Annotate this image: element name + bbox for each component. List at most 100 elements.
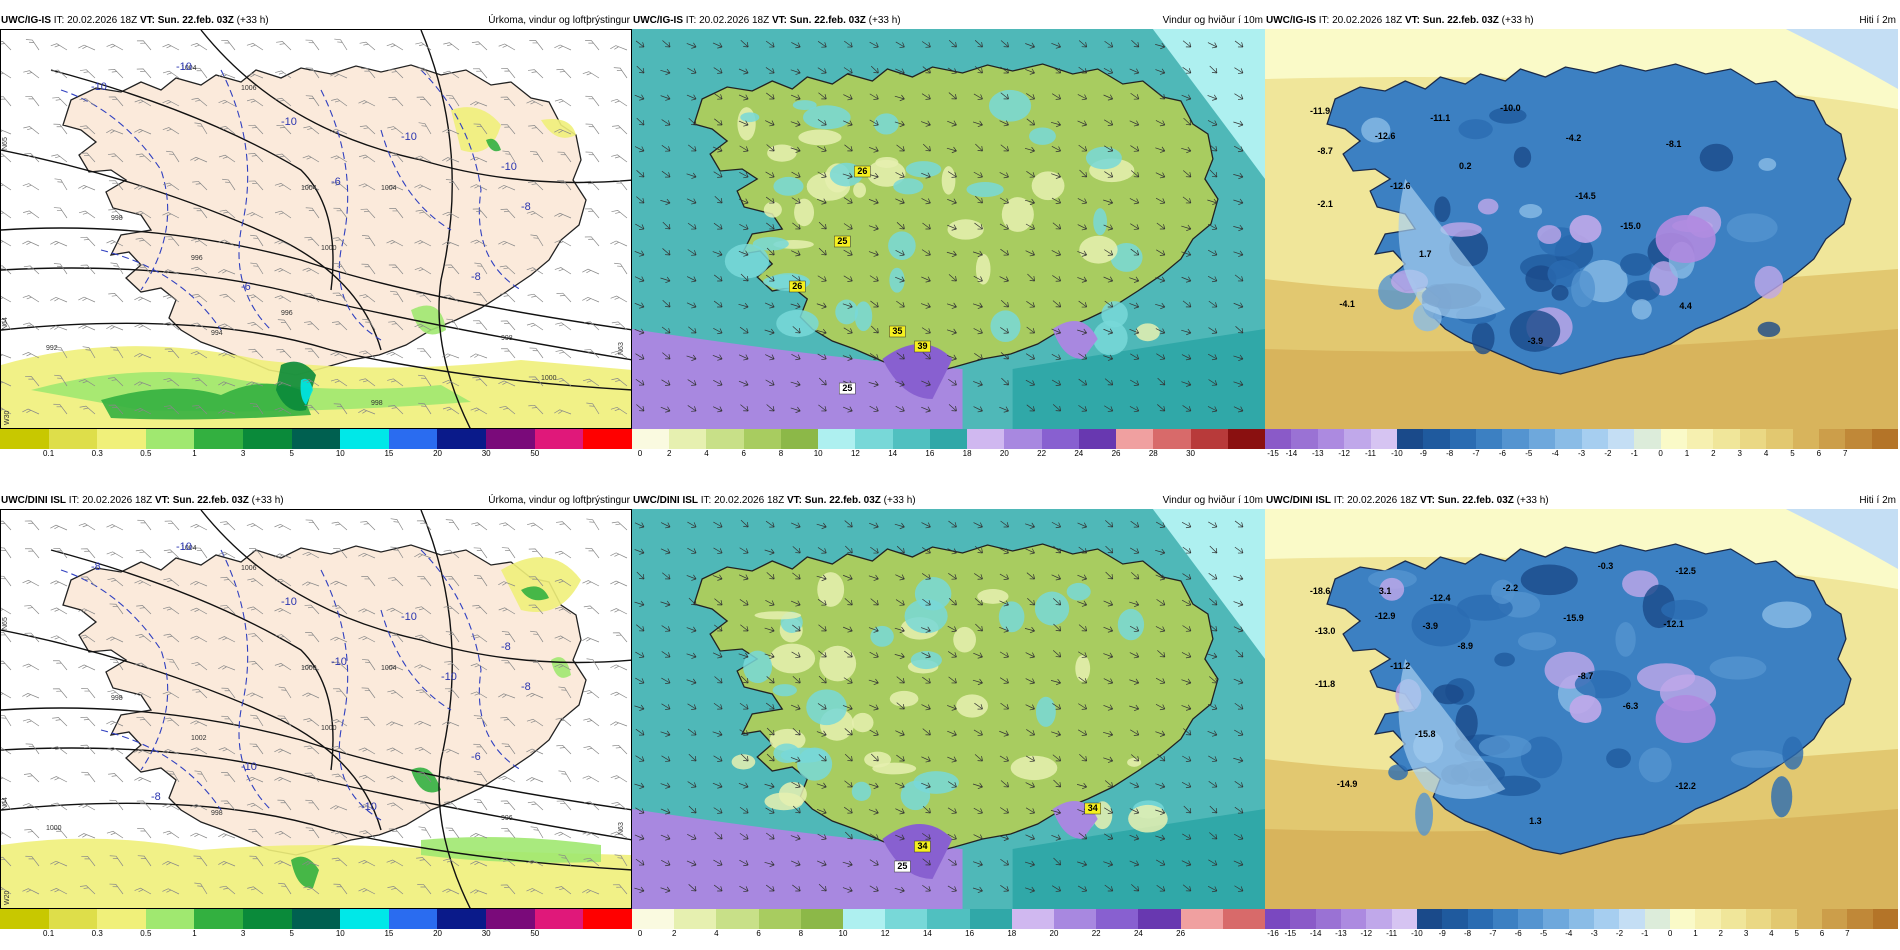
wind-barb	[500, 884, 516, 895]
wind-barb	[416, 293, 432, 303]
wind-barb	[25, 95, 40, 107]
colorbar-swatch	[1315, 909, 1341, 929]
wind-barb	[530, 234, 544, 247]
wind-barb	[192, 181, 208, 191]
wind-barb	[554, 267, 572, 275]
wind-barb	[274, 295, 292, 303]
panel-header: UWC/DINI ISL IT: 20.02.2026 18Z VT: Sun.…	[632, 492, 1265, 509]
wind-arrow	[1209, 805, 1218, 814]
wind-arrow	[869, 859, 879, 866]
panel-header: UWC/IG-IS IT: 20.02.2026 18Z VT: Sun. 22…	[1265, 12, 1898, 29]
wind-arrow	[1000, 885, 1009, 892]
wind-barb	[106, 129, 124, 135]
wind-barb	[162, 748, 180, 755]
wind-barb	[610, 98, 628, 107]
wind-arrow	[740, 624, 749, 632]
colorbar-ticks: -15 -14 -13 -12 -11 -10 -9 -8 -7 -6 -5 -4 -3 -2 -1 0 1 2 3…	[1265, 449, 1898, 460]
wind-arrow	[790, 600, 801, 607]
wind-barb	[584, 236, 600, 247]
wind-barb	[501, 828, 516, 839]
model-name: UWC/IG-IS	[1, 15, 51, 26]
wind-barb	[220, 605, 236, 615]
wind-arrow	[870, 300, 879, 308]
temp-cell	[1361, 117, 1391, 143]
wind-arrow	[1207, 703, 1218, 711]
wind-barb	[110, 659, 124, 671]
wind-barb	[527, 293, 544, 303]
wind-arrow	[1207, 885, 1218, 893]
wind-arrow	[635, 677, 645, 684]
wind-arrow	[972, 860, 983, 867]
colorbar-tick-label: -10	[1391, 449, 1403, 458]
colorbar-swatch	[194, 429, 244, 449]
colorbar-ticks: 0.1 0.3 0.5 1 3 5 10 15 20 30 50	[0, 449, 632, 460]
wind-arrow	[791, 781, 801, 789]
wind-arrow	[766, 727, 775, 736]
colorbar-swatch	[1555, 429, 1582, 449]
wind-arrow	[661, 326, 671, 334]
wind-arrow	[1130, 170, 1140, 178]
wind-barb	[218, 99, 236, 107]
wind-barb	[275, 634, 292, 643]
colorbar-tick-label: 26	[1111, 449, 1121, 458]
wind-barb	[1, 575, 12, 587]
wind-barb	[358, 888, 376, 895]
wind-barb	[247, 578, 264, 587]
wind-barb	[583, 857, 600, 867]
isobar-label: 998	[111, 215, 123, 222]
temp-cell	[1458, 119, 1493, 140]
wind-arrow	[1077, 94, 1088, 101]
wind-arrow	[740, 753, 749, 762]
temp-cell	[1709, 656, 1767, 680]
colorbar-swatch	[1607, 429, 1635, 449]
panel-temp-row2: UWC/DINI ISL IT: 20.02.2026 18Z VT: Sun.…	[1265, 492, 1898, 940]
temperature-label: -12.1	[1663, 619, 1684, 629]
isotherm-label: -10	[401, 611, 417, 623]
wind-barb	[444, 801, 460, 811]
wind-zone	[1012, 809, 1265, 909]
wind-arrow	[816, 328, 827, 336]
wind-arrow	[1078, 405, 1088, 412]
wind-arrow	[635, 40, 645, 48]
wind-arrow	[1155, 328, 1166, 335]
wind-arrow	[661, 145, 671, 152]
colorbar-tick-label: -10	[1411, 929, 1423, 938]
wind-barb	[247, 321, 264, 331]
wind-arrow	[713, 222, 723, 230]
wind-barb	[586, 402, 600, 415]
wind-barb	[106, 720, 124, 727]
map-area: 26 25 26 35 39 25	[632, 29, 1265, 429]
temperature-label: -12.6	[1375, 131, 1396, 141]
wind-arrow	[999, 197, 1009, 204]
wind-arrow	[1155, 68, 1166, 75]
wind-barb	[1, 353, 12, 359]
wind-arrow	[713, 884, 723, 892]
wind-barb	[1, 632, 12, 643]
wind-barb	[247, 606, 264, 615]
wind-arrow	[1207, 94, 1218, 101]
wind-barb	[1, 295, 12, 303]
isobar	[200, 510, 631, 664]
wind-barb	[501, 631, 516, 643]
colorbar-tick-label: -12	[1338, 449, 1350, 458]
init-time-label: IT:	[1333, 495, 1345, 506]
map-svg: -18.6-12.9-13.0-12.4-2.2-15.9-12.1-8.9-1…	[1265, 509, 1898, 909]
wind-barb	[445, 179, 460, 191]
wind-barb	[24, 520, 40, 531]
wind-arrow	[896, 545, 905, 554]
wind-barb	[248, 152, 264, 163]
wind-arrow	[1208, 859, 1218, 866]
isotherm-label: -10	[501, 161, 517, 173]
temperature-label: -15.8	[1415, 729, 1436, 739]
wind-barb	[219, 885, 236, 895]
colorbar-swatch	[743, 429, 781, 449]
wind-arrow	[1233, 600, 1244, 607]
colorbar-swatch	[1190, 429, 1228, 449]
temp-cell	[1432, 684, 1464, 705]
temperature-label: 3.1	[1379, 586, 1392, 596]
wind-barb	[388, 264, 404, 275]
wind-barb	[78, 44, 96, 51]
wind-barb	[218, 239, 236, 247]
wind-arrow	[1079, 754, 1088, 762]
temperature-label: -18.6	[1310, 586, 1331, 596]
